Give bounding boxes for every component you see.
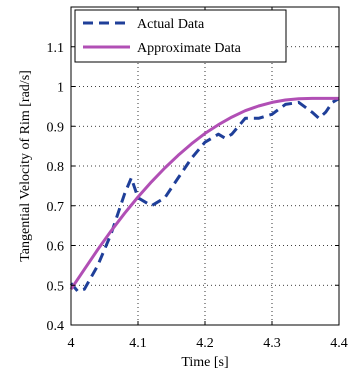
series-layer	[69, 96, 340, 293]
y-tick-label: 0.5	[47, 279, 65, 294]
y-tick-label: 0.6	[47, 240, 65, 255]
tick-marks	[70, 7, 340, 326]
y-tick-label: 0.7	[47, 200, 65, 215]
y-tick-labels: 0.4 0.5 0.6 0.7 0.8 0.9 1 1.1	[47, 41, 65, 334]
x-tick-label: 4.3	[263, 336, 281, 351]
x-tick-labels: 4 4.1 4.2 4.3 4.4	[68, 336, 348, 351]
series-line-approximate-data	[69, 96, 339, 291]
legend-label-approximate-data: Approximate Data	[137, 41, 242, 56]
x-tick-label: 4.1	[129, 336, 147, 351]
legend-label-actual-data: Actual Data	[137, 17, 205, 32]
y-tick-label: 0.9	[47, 120, 65, 135]
x-tick-label: 4.2	[196, 336, 214, 351]
y-tick-label: 1.1	[47, 41, 65, 56]
legend: Actual Data Approximate Data	[74, 9, 287, 63]
x-axis-label: Time [s]	[181, 355, 228, 370]
x-tick-label: 4.4	[330, 336, 348, 351]
y-tick-label: 0.8	[47, 160, 65, 175]
x-tick-label: 4	[68, 336, 75, 351]
y-tick-label: 1	[57, 81, 64, 96]
y-tick-label: 0.4	[47, 319, 65, 334]
legend-box	[74, 9, 287, 63]
y-axis-label: Tangential Velocity of Rim [rad/s]	[18, 70, 33, 262]
